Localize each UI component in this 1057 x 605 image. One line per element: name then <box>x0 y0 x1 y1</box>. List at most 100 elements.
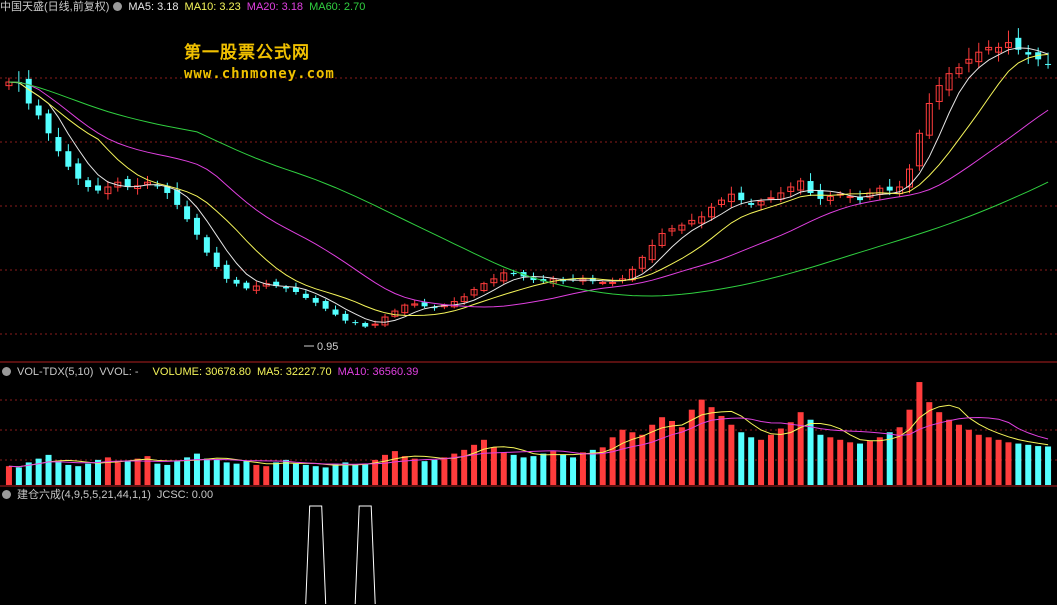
candle-body-up <box>480 283 488 292</box>
ma5-line <box>8 47 1049 323</box>
ma10-readout: MA10: 3.23 <box>184 1 241 13</box>
volume-panel-title[interactable]: VOL-TDX(5,10) <box>17 366 94 378</box>
volume-bar <box>480 439 487 485</box>
volume-bar <box>688 409 695 485</box>
candle-body-up <box>965 58 973 64</box>
ma60-readout: MA60: 2.70 <box>309 1 366 13</box>
volume-bar <box>471 444 478 485</box>
candle-body-up <box>727 193 735 203</box>
candle-body-up <box>688 219 696 225</box>
volume-bar <box>223 462 230 485</box>
candle-body-up <box>698 216 706 224</box>
low-marker-label: 0.95 <box>317 341 338 353</box>
candle-body-up <box>500 272 508 282</box>
volume-bar <box>540 453 547 485</box>
volume-bar <box>292 463 299 485</box>
candle-body-down <box>174 189 181 205</box>
candle-body-down <box>352 322 359 324</box>
ma5-readout: MA5: 3.18 <box>128 1 179 13</box>
volume-bar <box>748 437 755 485</box>
candle-body-down <box>857 196 864 201</box>
candle-body-up <box>252 285 260 291</box>
indicator-panel-header: 建仓六成(4,9,5,5,21,44,1,1) JCSC: 0.00 <box>0 488 219 502</box>
price-candles <box>5 28 1052 329</box>
candle-body-up <box>648 244 656 261</box>
settings-gear-icon[interactable] <box>2 367 11 376</box>
candle-body-down <box>332 309 339 315</box>
ma20-readout: MA20: 3.18 <box>246 1 304 13</box>
candle-body-up <box>906 168 914 188</box>
candle-body-up <box>638 256 646 269</box>
volume-bar <box>758 439 765 485</box>
candle-body-down <box>322 301 329 309</box>
volume-bar <box>203 458 210 485</box>
price-panel-title[interactable]: 中国天盛(日线,前复权) <box>0 1 110 13</box>
volume-bar <box>886 432 893 485</box>
volume-bar <box>857 443 864 485</box>
volume-bar <box>322 467 329 485</box>
indicator-panel-title[interactable]: 建仓六成(4,9,5,5,21,44,1,1) <box>17 489 151 501</box>
volume-bar <box>85 463 92 485</box>
candle-body-up <box>826 196 834 201</box>
volume-bar <box>777 428 784 485</box>
volume-bar <box>401 456 408 485</box>
volume-bar <box>510 454 517 485</box>
volume-bar <box>520 457 527 485</box>
candle-body-up <box>401 304 409 314</box>
volume-bar <box>441 457 448 485</box>
candle-body-down <box>85 180 92 187</box>
volume-bar <box>15 467 22 485</box>
settings-gear-icon[interactable] <box>113 2 123 11</box>
candle-body-up <box>371 323 379 326</box>
candle-body-down <box>65 151 72 167</box>
candle-body-down <box>95 185 102 191</box>
jcsc-readout: JCSC: 0.00 <box>156 489 214 501</box>
volume-bar <box>678 427 685 485</box>
volume-bar <box>797 412 804 485</box>
candle-body-down <box>302 293 309 298</box>
volume-bar <box>213 459 220 485</box>
volume-bar <box>1005 442 1012 485</box>
volume-bar <box>273 462 280 485</box>
candle-body-down <box>748 203 755 205</box>
volume-bar <box>560 454 567 485</box>
candle-body-up <box>925 102 933 136</box>
candle-body-up <box>411 303 419 306</box>
volume-bar <box>649 424 656 485</box>
candle-body-down <box>223 264 230 279</box>
volume-bar <box>936 412 943 485</box>
volume-bar <box>75 466 82 485</box>
volume-bar <box>599 447 606 485</box>
volume-bar <box>807 419 814 485</box>
candle-body-up <box>104 186 112 195</box>
settings-gear-icon[interactable] <box>2 490 11 499</box>
candle-body-up <box>143 181 151 185</box>
candle-body-up <box>915 132 923 167</box>
candle-body-up <box>678 224 686 231</box>
volume-bars <box>5 382 1052 485</box>
volume-bar <box>164 464 171 485</box>
volume-bar <box>193 453 200 485</box>
volume-bar <box>708 407 715 485</box>
volume-bar <box>965 429 972 485</box>
candle-body-up <box>609 281 617 284</box>
candle-body-up <box>846 196 854 199</box>
volume-bar <box>629 432 636 485</box>
volume-bar <box>421 461 428 485</box>
volume-panel-header: VOL-TDX(5,10) VVOL: - VOLUME: 30678.80 MA5:… <box>0 365 424 379</box>
volume-bar <box>5 466 12 485</box>
volume-bar <box>184 457 191 485</box>
candle-body-down <box>75 163 82 179</box>
grid-lines <box>0 77 1057 461</box>
candle-body-down <box>154 185 161 187</box>
volume-bar <box>1035 446 1042 485</box>
volume-bar <box>728 424 735 485</box>
volume-bar <box>896 427 903 485</box>
candle-body-down <box>193 217 200 235</box>
volume-bar <box>946 419 953 485</box>
volume-bar <box>579 452 586 485</box>
candle-body-down <box>203 237 210 253</box>
candle-body-up <box>134 185 142 190</box>
volume-bar <box>975 434 982 485</box>
